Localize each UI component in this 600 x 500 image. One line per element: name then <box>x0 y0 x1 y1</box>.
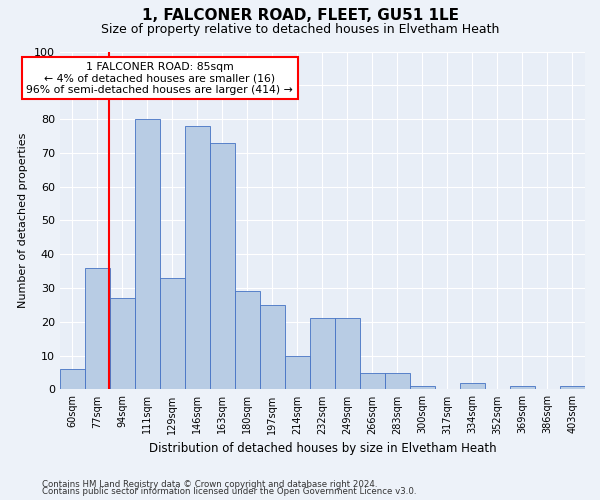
Text: 1, FALCONER ROAD, FLEET, GU51 1LE: 1, FALCONER ROAD, FLEET, GU51 1LE <box>142 8 458 22</box>
Bar <box>285 356 310 390</box>
Bar <box>260 305 285 390</box>
Bar <box>85 268 110 390</box>
Bar <box>110 298 135 390</box>
Bar <box>460 382 485 390</box>
Y-axis label: Number of detached properties: Number of detached properties <box>19 133 28 308</box>
Text: 1 FALCONER ROAD: 85sqm
← 4% of detached houses are smaller (16)
96% of semi-deta: 1 FALCONER ROAD: 85sqm ← 4% of detached … <box>26 62 293 95</box>
Bar <box>410 386 435 390</box>
Bar <box>160 278 185 390</box>
Bar <box>360 372 385 390</box>
Bar <box>385 372 410 390</box>
Bar <box>235 292 260 390</box>
Text: Contains public sector information licensed under the Open Government Licence v3: Contains public sector information licen… <box>42 487 416 496</box>
Bar <box>135 119 160 390</box>
Bar <box>185 126 210 390</box>
Bar <box>310 318 335 390</box>
Bar <box>210 142 235 390</box>
X-axis label: Distribution of detached houses by size in Elvetham Heath: Distribution of detached houses by size … <box>149 442 496 455</box>
Text: Size of property relative to detached houses in Elvetham Heath: Size of property relative to detached ho… <box>101 22 499 36</box>
Bar <box>510 386 535 390</box>
Bar <box>335 318 360 390</box>
Bar <box>560 386 585 390</box>
Bar <box>60 369 85 390</box>
Text: Contains HM Land Registry data © Crown copyright and database right 2024.: Contains HM Land Registry data © Crown c… <box>42 480 377 489</box>
